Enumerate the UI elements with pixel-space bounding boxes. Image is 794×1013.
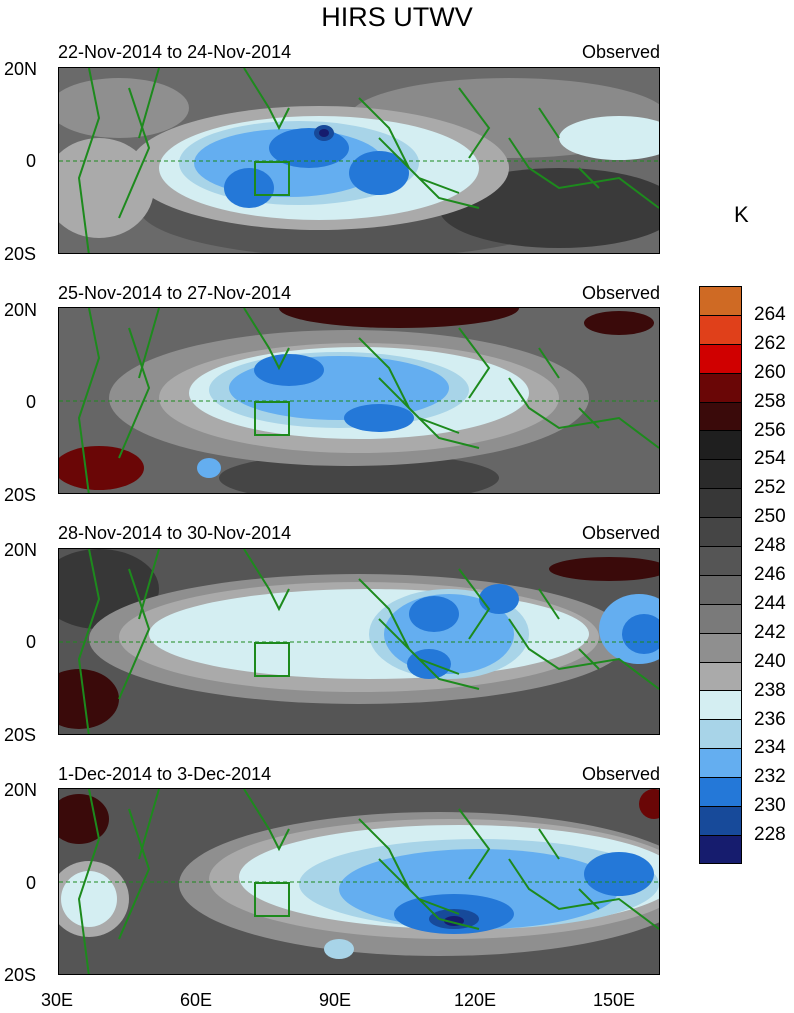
- map-panel-2: [58, 307, 660, 494]
- colorbar-tick-label: 256: [754, 419, 786, 441]
- lon-label-120e: 120E: [453, 990, 497, 1010]
- colorbar-tick-label: 250: [754, 506, 786, 528]
- lon-label-90e: 90E: [318, 990, 352, 1010]
- panel-1-observed-label: Observed: [581, 42, 660, 62]
- colorbar-tick-label: 244: [754, 592, 786, 614]
- lat-label-20n-p4: 20N: [4, 780, 38, 800]
- colorbar-swatch: [699, 806, 742, 835]
- lat-label-0-p3: 0: [26, 632, 37, 652]
- colorbar-swatch: [699, 430, 742, 460]
- colorbar-swatch: [699, 690, 742, 720]
- colorbar-swatch: [699, 719, 742, 749]
- colorbar-swatch: [699, 777, 742, 807]
- colorbar-swatch: [699, 546, 742, 575]
- map-panel-1: [58, 67, 660, 254]
- colorbar-tick-label: 262: [754, 332, 786, 354]
- lat-label-20s-p2: 20S: [4, 485, 37, 505]
- colorbar-tick-label: 240: [754, 650, 786, 672]
- panel-4-date: 1-Dec-2014 to 3-Dec-2014: [58, 764, 272, 784]
- figure-title: HIRS UTWV: [321, 2, 473, 32]
- lat-label-20s-p1: 20S: [4, 244, 37, 264]
- colorbar-swatch: [699, 488, 742, 518]
- map-panel-4: [58, 788, 660, 975]
- colorbar-unit-label: K: [734, 202, 749, 227]
- lat-label-20s-p4: 20S: [4, 965, 37, 985]
- colorbar-tick-label: 238: [754, 679, 786, 701]
- colorbar-tick-label: 254: [754, 448, 786, 470]
- panel-1-date: 22-Nov-2014 to 24-Nov-2014: [58, 42, 292, 62]
- colorbar-swatch: [699, 603, 742, 633]
- lat-label-0-p4: 0: [26, 873, 37, 893]
- colorbar-swatch: [699, 748, 742, 778]
- lon-label-60e: 60E: [179, 990, 213, 1010]
- colorbar-tick-label: 246: [754, 564, 786, 585]
- colorbar-tick-label: 228: [754, 824, 786, 846]
- lat-label-20n-p3: 20N: [4, 540, 38, 560]
- colorbar-swatch: [699, 517, 742, 547]
- lat-label-20n-p2: 20N: [4, 300, 38, 320]
- colorbar-tick-label: 234: [754, 737, 786, 759]
- colorbar-swatch: [699, 286, 742, 315]
- lat-label-20s-p3: 20S: [4, 725, 37, 745]
- colorbar-tick-label: 242: [754, 621, 786, 643]
- colorbar-tick-label: 230: [754, 795, 786, 817]
- colorbar-swatch: [699, 632, 742, 662]
- colorbar-swatch: [699, 401, 742, 431]
- colorbar-swatch: [699, 372, 742, 402]
- colorbar-tick-label: 258: [754, 390, 786, 412]
- panel-3-observed-label: Observed: [581, 523, 660, 543]
- lat-label-20n-p1: 20N: [4, 59, 38, 79]
- lat-label-0-p1: 0: [26, 151, 37, 171]
- colorbar-tick-label: 232: [754, 766, 786, 788]
- colorbar-swatch: [699, 574, 742, 604]
- lon-label-150e: 150E: [592, 990, 636, 1010]
- lon-label-30e: 30E: [40, 990, 74, 1010]
- colorbar-tick-label: 236: [754, 708, 786, 730]
- colorbar-tick-label: 252: [754, 477, 786, 499]
- colorbar-tick-label: 260: [754, 361, 786, 383]
- colorbar-tick-label: 264: [754, 303, 786, 325]
- colorbar-swatch: [699, 343, 742, 373]
- panel-4-observed-label: Observed: [581, 764, 660, 784]
- colorbar-swatch: [699, 459, 742, 489]
- colorbar-tick-label: 248: [754, 535, 786, 557]
- panel-3-date: 28-Nov-2014 to 30-Nov-2014: [58, 523, 292, 543]
- map-panel-3: [58, 548, 660, 735]
- lat-label-0-p2: 0: [26, 392, 37, 412]
- colorbar-swatch: [699, 834, 742, 864]
- colorbar: [699, 286, 742, 864]
- colorbar-swatch: [699, 314, 742, 344]
- panel-2-date: 25-Nov-2014 to 27-Nov-2014: [58, 283, 292, 303]
- colorbar-swatch: [699, 661, 742, 691]
- panel-2-observed-label: Observed: [581, 283, 660, 303]
